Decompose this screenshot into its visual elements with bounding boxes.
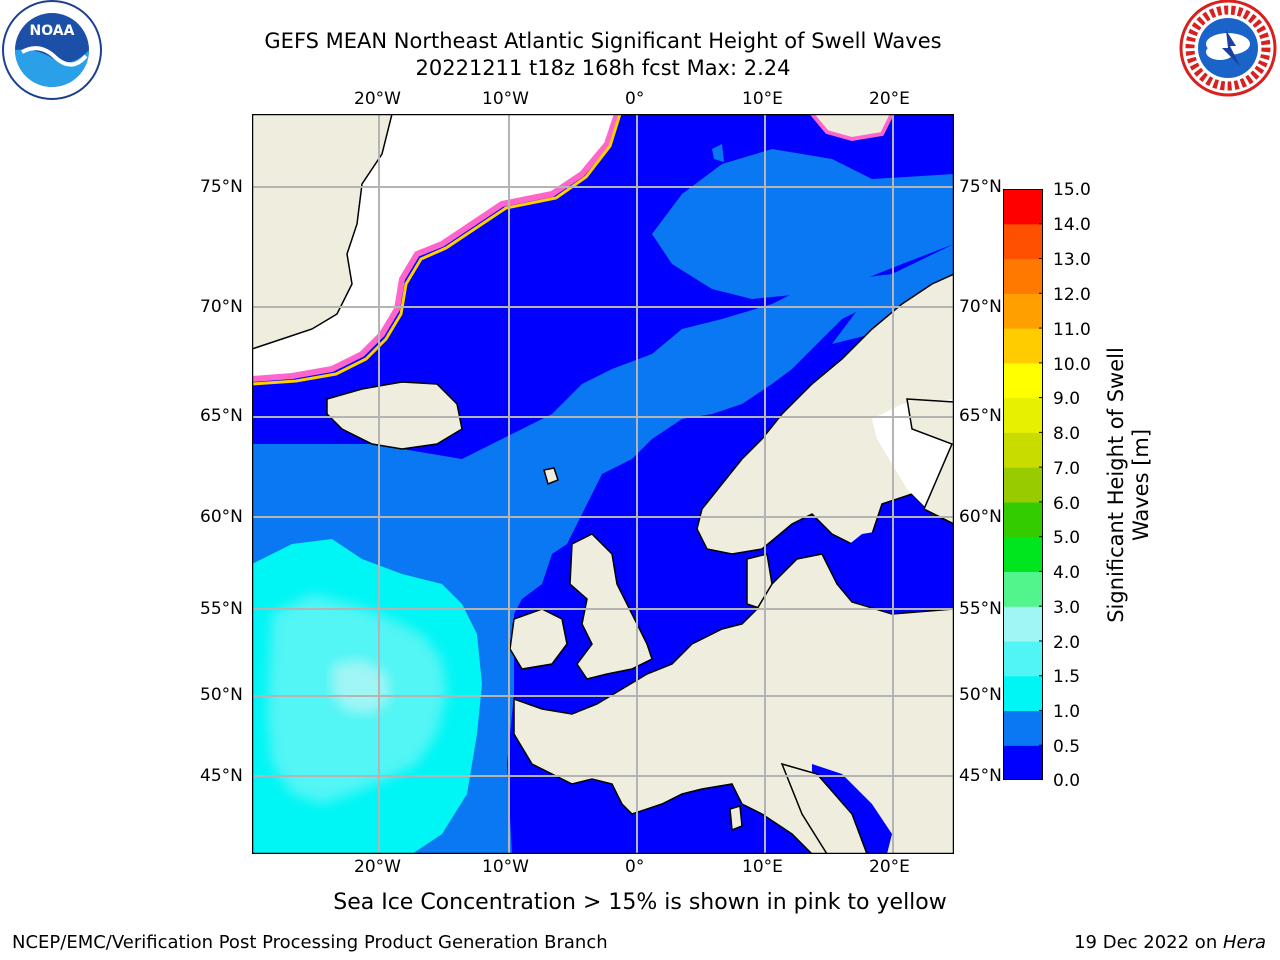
sea-ice-note: Sea Ice Concentration > 15% is shown in … [333,890,947,915]
colorbar-swatch [1003,606,1043,642]
colorbar-frame [1003,189,1043,780]
sea-ice-edge-yellow [252,114,622,386]
chart-title-line2: 20221211 t18z 168h fcst Max: 2.24 [415,56,791,80]
colorbar-swatch [1003,745,1043,781]
swell-height-map [251,113,955,855]
land-ireland [509,608,568,670]
colorbar-ticks: 15.0 14.0 13.0 12.0 11.0 10.0 9.0 8.0 7.… [1050,180,1120,791]
colorbar-swatch [1003,293,1043,329]
swell-zone-2m-peak [332,659,390,714]
colorbar-tick: 0.5 [1053,737,1081,757]
colorbar [1003,188,1043,781]
colorbar-label: Significant Height of Swell Waves [m] [1098,200,1162,770]
colorbar-swatch [1003,397,1043,433]
colorbar-tick: 10.0 [1053,355,1091,375]
land-corsica [729,805,743,832]
lon-label-top-20w: 20°W [354,89,401,109]
graticule [252,114,954,854]
colorbar-tick: 14.0 [1053,215,1091,235]
lat-label-right-65n: 65°N [959,406,1002,426]
land-iceland [326,381,463,450]
lat-label-right-45n: 45°N [959,766,1002,786]
colorbar-tick: 9.0 [1053,389,1081,409]
lon-label-bottom-0: 0° [625,857,645,877]
lat-label-left-70n: 70°N [200,297,243,317]
footer-date-text: 19 Dec 2022 on [1074,932,1223,953]
colorbar-tick: 15.0 [1053,180,1091,200]
colorbar-swatch [1003,223,1043,260]
lat-label-left-60n: 60°N [200,507,243,527]
colorbar-tick: 1.5 [1053,667,1081,687]
colorbar-swatch [1003,328,1043,364]
colorbar-swatch [1003,467,1043,503]
land-great-britain [569,533,653,680]
colorbar-label-line1: Significant Height of Swell [1104,347,1128,623]
noaa-logo-text: NOAA [30,23,75,39]
lon-label-top-0: 0° [625,89,645,109]
chart-title-line1: GEFS MEAN Northeast Atlantic Significant… [264,29,942,53]
colorbar-tick: 6.0 [1053,494,1081,514]
lat-label-right-75n: 75°N [959,177,1002,197]
colorbar-swatch [1003,501,1043,538]
lat-label-right-70n: 70°N [959,297,1002,317]
lat-label-right-55n: 55°N [959,599,1002,619]
colorbar-swatch [1003,432,1043,468]
nws-logo-icon [1176,0,1280,104]
lat-label-left-55n: 55°N [200,599,243,619]
colorbar-swatch [1003,189,1043,225]
land-finland [906,398,954,525]
colorbar-tick: 11.0 [1053,320,1091,340]
lon-label-top-10e: 10°E [742,89,783,109]
lon-label-bottom-10w: 10°W [482,857,529,877]
ocean-mediterranean [682,794,772,854]
colorbar-tick: 1.0 [1053,702,1081,722]
colorbar-swatch [1003,675,1043,712]
land-greenland [252,114,393,350]
ocean-baltic [837,529,954,614]
colorbar-tick: 12.0 [1053,285,1091,305]
lon-label-top-20e: 20°E [869,89,910,109]
colorbar-label-line2: Waves [m] [1129,429,1153,541]
lon-label-top-10w: 10°W [482,89,529,109]
sea-ice-edge [252,114,620,382]
map-frame [251,113,955,855]
lon-label-bottom-20w: 20°W [354,857,401,877]
footer-machine: Hera [1222,932,1266,953]
colorbar-swatch [1003,362,1043,399]
colorbar-tick: 2.0 [1053,633,1081,653]
lon-label-bottom-20e: 20°E [869,857,910,877]
colorbar-tick: 13.0 [1053,250,1091,270]
map-panel [251,113,955,855]
footer-branch: NCEP/EMC/Verification Post Processing Pr… [12,932,608,953]
land-faroe [543,467,559,486]
colorbar-swatch [1003,258,1043,294]
colorbar-tick: 0.0 [1053,771,1081,791]
colorbar-tick: 7.0 [1053,459,1081,479]
colorbar-swatch [1003,536,1043,573]
colorbar-swatches [1003,188,1043,781]
colorbar-swatch [1003,640,1043,677]
ocean-adriatic [812,764,892,854]
colorbar-swatch [1003,710,1043,746]
lat-label-right-50n: 50°N [959,685,1002,705]
lat-label-left-65n: 65°N [200,406,243,426]
footer-date: 19 Dec 2022 on Hera [1074,932,1266,953]
lat-label-left-75n: 75°N [200,177,243,197]
colorbar-tick: 3.0 [1053,598,1081,618]
lat-label-right-60n: 60°N [959,507,1002,527]
colorbar-tick: 8.0 [1053,424,1081,444]
colorbar-swatch [1003,571,1043,607]
lat-label-left-50n: 50°N [200,685,243,705]
lon-label-bottom-10e: 10°E [742,857,783,877]
noaa-logo-icon: NOAA [0,0,104,104]
lat-label-left-45n: 45°N [200,766,243,786]
land-scandinavia [696,273,954,555]
land-italy [780,762,868,854]
colorbar-tick: 5.0 [1053,528,1081,548]
colorbar-tick: 4.0 [1053,563,1081,583]
